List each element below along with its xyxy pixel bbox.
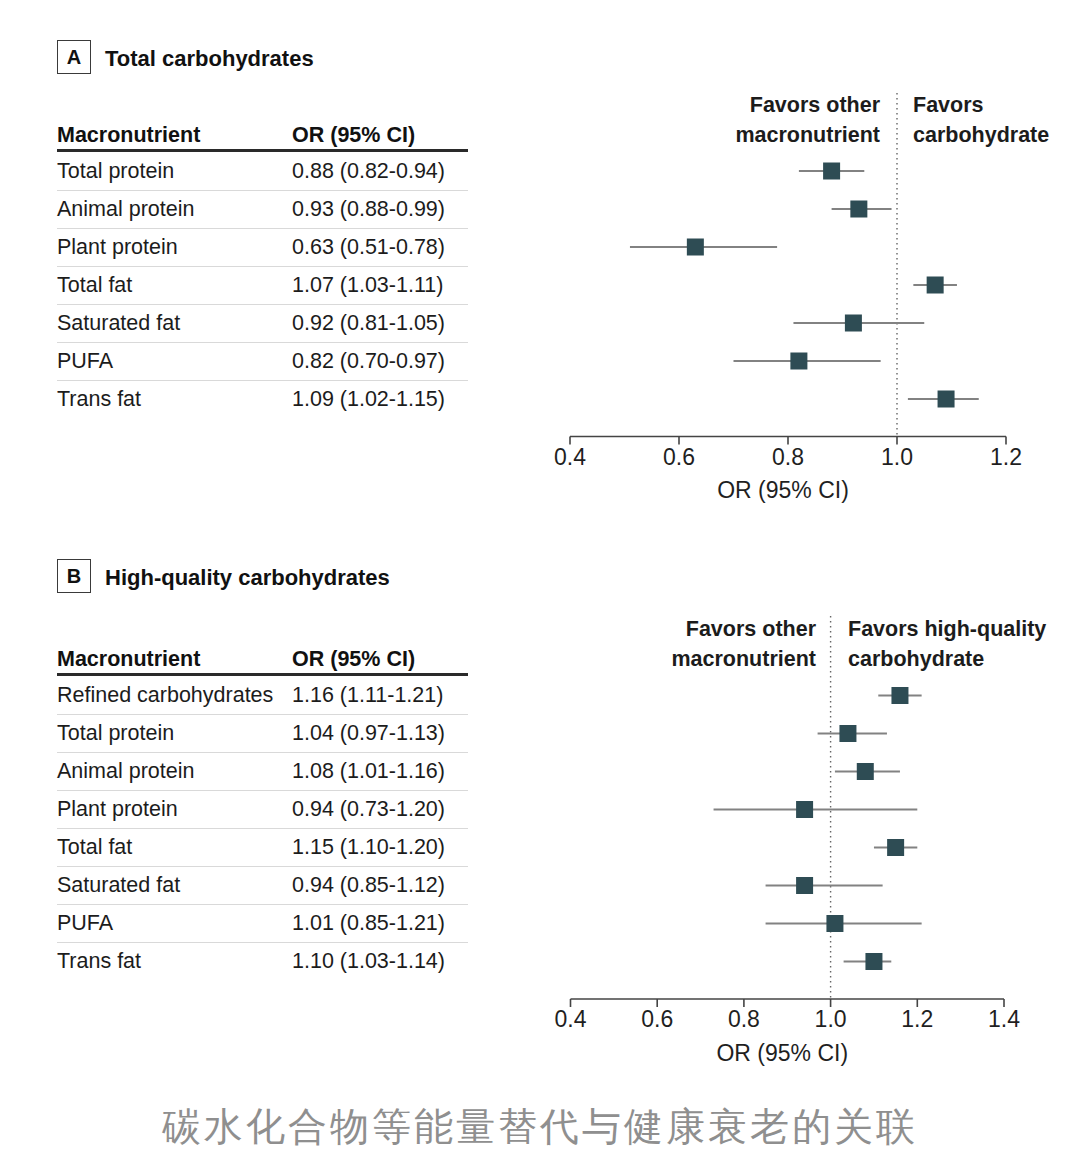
macronutrient-cell: Plant protein: [57, 235, 292, 260]
col-macronutrient: Macronutrient: [57, 123, 292, 148]
table-a-header: Macronutrient OR (95% CI): [57, 122, 468, 152]
table-b: Macronutrient OR (95% CI) Refined carboh…: [57, 646, 468, 980]
or-ci-cell: 1.04 (0.97-1.13): [292, 721, 468, 746]
favors-right-label-b: Favors high-quality carbohydrate: [848, 615, 1046, 674]
macronutrient-cell: Refined carbohydrates: [57, 683, 292, 708]
col-or-ci: OR (95% CI): [292, 123, 468, 148]
table-a: Macronutrient OR (95% CI) Total protein0…: [57, 122, 468, 418]
panel-a-letter: A: [67, 46, 81, 69]
x-tick-label: 1.2: [990, 444, 1022, 471]
table-row: Total fat1.07 (1.03-1.11): [57, 266, 468, 304]
or-marker: [796, 801, 813, 818]
x-tick-label: 1.0: [815, 1006, 847, 1033]
table-row: Animal protein0.93 (0.88-0.99): [57, 190, 468, 228]
panel-a-title: Total carbohydrates: [105, 46, 314, 72]
macronutrient-cell: Total protein: [57, 159, 292, 184]
table-row: Trans fat1.10 (1.03-1.14): [57, 942, 468, 980]
macronutrient-cell: PUFA: [57, 349, 292, 374]
or-marker: [823, 163, 840, 180]
or-ci-cell: 1.08 (1.01-1.16): [292, 759, 468, 784]
panel-b-label-box: B: [57, 559, 91, 593]
macronutrient-cell: Total protein: [57, 721, 292, 746]
table-row: PUFA1.01 (0.85-1.21): [57, 904, 468, 942]
x-axis-title: OR (95% CI): [716, 1040, 848, 1067]
or-ci-cell: 0.63 (0.51-0.78): [292, 235, 468, 260]
table-row: Saturated fat0.94 (0.85-1.12): [57, 866, 468, 904]
macronutrient-cell: Animal protein: [57, 197, 292, 222]
favors-right-label-a: Favors carbohydrate: [913, 91, 1049, 150]
or-ci-cell: 0.88 (0.82-0.94): [292, 159, 468, 184]
figure-caption: 碳水化合物等能量替代与健康衰老的关联: [0, 1100, 1080, 1154]
table-b-header: Macronutrient OR (95% CI): [57, 646, 468, 676]
or-marker: [839, 725, 856, 742]
or-ci-cell: 1.09 (1.02-1.15): [292, 387, 468, 412]
or-marker: [887, 839, 904, 856]
x-tick-label: 0.8: [772, 444, 804, 471]
x-tick-label: 0.8: [728, 1006, 760, 1033]
or-ci-cell: 1.15 (1.10-1.20): [292, 835, 468, 860]
x-tick-label: 0.4: [555, 1006, 587, 1033]
or-ci-cell: 0.92 (0.81-1.05): [292, 311, 468, 336]
col-macronutrient: Macronutrient: [57, 647, 292, 672]
macronutrient-cell: PUFA: [57, 911, 292, 936]
or-ci-cell: 0.82 (0.70-0.97): [292, 349, 468, 374]
table-row: Animal protein1.08 (1.01-1.16): [57, 752, 468, 790]
macronutrient-cell: Trans fat: [57, 387, 292, 412]
or-marker: [826, 915, 843, 932]
x-tick-label: 1.2: [901, 1006, 933, 1033]
or-marker: [927, 277, 944, 294]
macronutrient-cell: Saturated fat: [57, 311, 292, 336]
macronutrient-cell: Total fat: [57, 273, 292, 298]
table-b-body: Refined carbohydrates1.16 (1.11-1.21)Tot…: [57, 676, 468, 980]
or-marker: [891, 687, 908, 704]
table-row: Trans fat1.09 (1.02-1.15): [57, 380, 468, 418]
x-tick-label: 1.4: [988, 1006, 1020, 1033]
or-marker: [687, 239, 704, 256]
favors-left-label-b: Favors other macronutrient: [496, 615, 816, 674]
table-row: Total protein1.04 (0.97-1.13): [57, 714, 468, 752]
table-row: Total fat1.15 (1.10-1.20): [57, 828, 468, 866]
or-marker: [850, 201, 867, 218]
or-ci-cell: 1.10 (1.03-1.14): [292, 949, 468, 974]
or-marker: [796, 877, 813, 894]
x-tick-label: 0.6: [641, 1006, 673, 1033]
or-marker: [857, 763, 874, 780]
table-row: Refined carbohydrates1.16 (1.11-1.21): [57, 676, 468, 714]
macronutrient-cell: Animal protein: [57, 759, 292, 784]
or-ci-cell: 1.01 (0.85-1.21): [292, 911, 468, 936]
or-marker: [845, 315, 862, 332]
macronutrient-cell: Plant protein: [57, 797, 292, 822]
or-ci-cell: 0.94 (0.73-1.20): [292, 797, 468, 822]
table-row: Plant protein0.94 (0.73-1.20): [57, 790, 468, 828]
or-marker: [865, 953, 882, 970]
table-row: Saturated fat0.92 (0.81-1.05): [57, 304, 468, 342]
macronutrient-cell: Saturated fat: [57, 873, 292, 898]
x-tick-label: 0.6: [663, 444, 695, 471]
or-marker: [790, 353, 807, 370]
table-row: Plant protein0.63 (0.51-0.78): [57, 228, 468, 266]
panel-b-title: High-quality carbohydrates: [105, 565, 390, 591]
table-row: Total protein0.88 (0.82-0.94): [57, 152, 468, 190]
macronutrient-cell: Total fat: [57, 835, 292, 860]
or-marker: [938, 391, 955, 408]
or-ci-cell: 0.94 (0.85-1.12): [292, 873, 468, 898]
or-ci-cell: 1.16 (1.11-1.21): [292, 683, 468, 708]
or-ci-cell: 1.07 (1.03-1.11): [292, 273, 468, 298]
x-axis-title: OR (95% CI): [717, 477, 849, 504]
panel-a-label-box: A: [57, 40, 91, 74]
panel-b-letter: B: [67, 565, 81, 588]
table-row: PUFA0.82 (0.70-0.97): [57, 342, 468, 380]
macronutrient-cell: Trans fat: [57, 949, 292, 974]
table-a-body: Total protein0.88 (0.82-0.94)Animal prot…: [57, 152, 468, 418]
x-tick-label: 0.4: [554, 444, 586, 471]
x-tick-label: 1.0: [881, 444, 913, 471]
or-ci-cell: 0.93 (0.88-0.99): [292, 197, 468, 222]
favors-left-label-a: Favors other macronutrient: [560, 91, 880, 150]
col-or-ci: OR (95% CI): [292, 647, 468, 672]
